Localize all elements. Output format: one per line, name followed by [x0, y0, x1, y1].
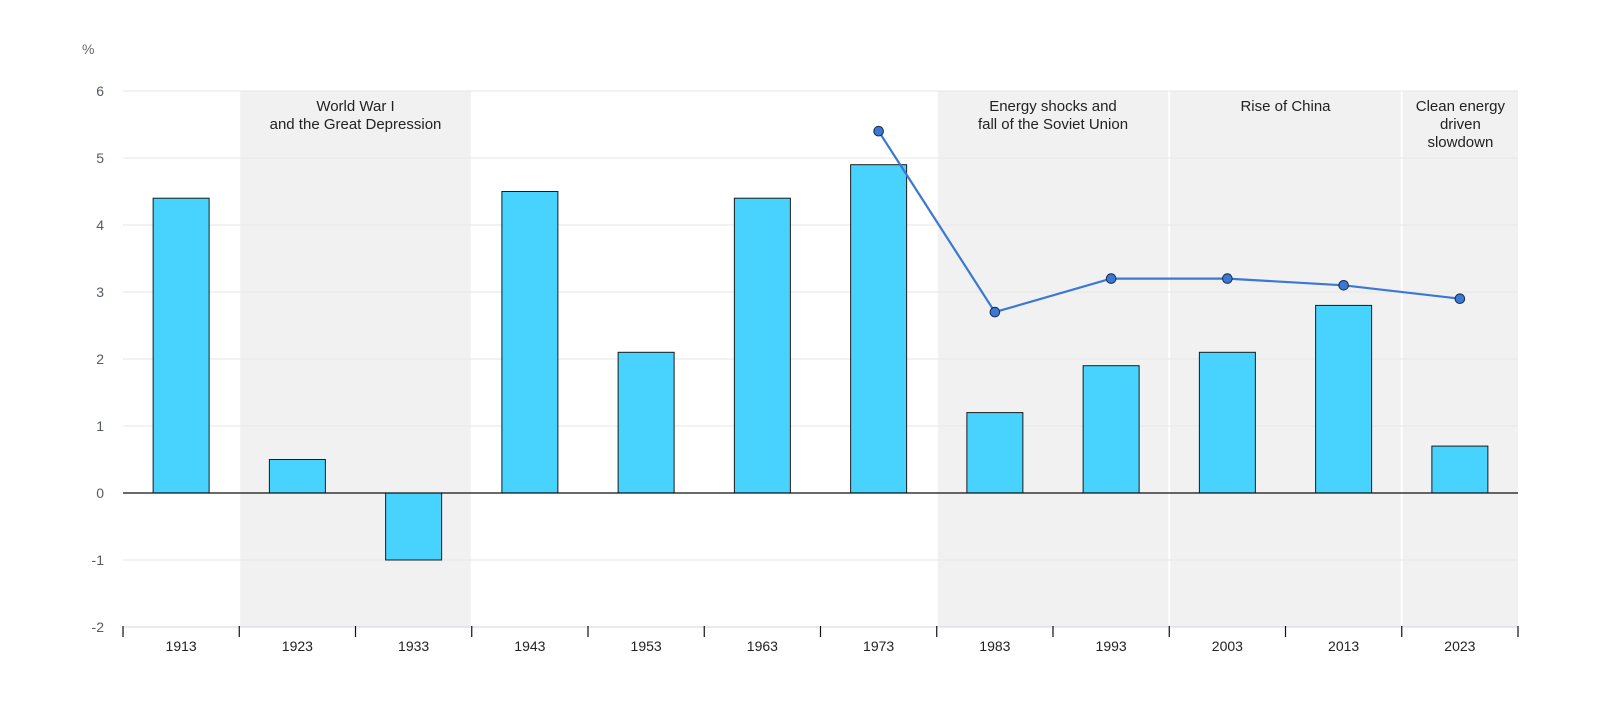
bar-1913 [152, 197, 210, 494]
bar-2023 [1431, 445, 1489, 494]
y-tick-label: 4 [96, 217, 104, 233]
x-tick-label: 1963 [747, 638, 778, 654]
y-axis-ticks: -2 -1 0 1 2 3 4 5 6 [92, 83, 105, 635]
x-tick-label: 2013 [1328, 638, 1359, 654]
band-label-4-line-2: driven [1440, 116, 1481, 133]
y-tick-label: -2 [92, 619, 105, 635]
x-tick-label: 1943 [514, 638, 545, 654]
y-tick-label: 5 [96, 150, 104, 166]
band-label-4-line-3: slowdown [1427, 134, 1493, 151]
y-tick-label: 2 [96, 351, 104, 367]
line-point-1993 [1105, 273, 1117, 284]
x-tick-label: 1913 [166, 638, 197, 654]
bar-1933 [385, 492, 443, 561]
bar-series [152, 164, 1489, 561]
line-point-2003 [1222, 273, 1233, 284]
bar-1953 [617, 351, 675, 494]
y-tick-label: 1 [96, 418, 104, 434]
x-tick-label: 1953 [631, 638, 662, 654]
x-tick-label: 1923 [282, 638, 313, 654]
bar-1993 [1082, 365, 1140, 494]
y-tick-label: 6 [96, 83, 104, 99]
line-path [877, 130, 1461, 314]
band-label-4-line-1: Clean energy [1416, 98, 1506, 115]
bar-1973 [850, 164, 908, 494]
bar-2003 [1198, 351, 1256, 494]
x-tick-label: 1933 [398, 638, 429, 654]
line-point-1973 [873, 125, 884, 137]
y-tick-label: 0 [96, 485, 104, 501]
x-axis-ticks: 1913 1923 1933 1943 1953 1963 1973 1983 1993 2003… [122, 626, 1519, 654]
bar-1963 [733, 197, 791, 494]
x-tick-label: 2023 [1444, 638, 1475, 654]
band-label-2-line-2: fall of the Soviet Union [978, 116, 1128, 133]
line-point-2023 [1454, 293, 1466, 305]
x-tick-label: 1993 [1096, 638, 1127, 654]
y-tick-label: -1 [92, 552, 105, 568]
x-tick-label: 2003 [1212, 638, 1243, 654]
bar-1943 [501, 191, 559, 494]
y-tick-label: 3 [96, 284, 104, 300]
band-label-3-line-1: Rise of China [1240, 98, 1331, 115]
band-label-1-line-1: World War I [316, 98, 394, 115]
line-point-2013 [1338, 280, 1349, 291]
line-series [873, 125, 1466, 318]
x-tick-label: 1983 [979, 638, 1010, 654]
bar-2013 [1315, 304, 1373, 494]
bar-1983 [966, 412, 1024, 494]
band-label-2-line-1: Energy shocks and [989, 98, 1117, 115]
y-axis-unit-label: % [82, 41, 94, 57]
bar-1923 [268, 459, 326, 494]
band-label-1-line-2: and the Great Depression [270, 116, 442, 133]
line-point-1983 [989, 306, 1001, 318]
x-tick-label: 1973 [863, 638, 894, 654]
